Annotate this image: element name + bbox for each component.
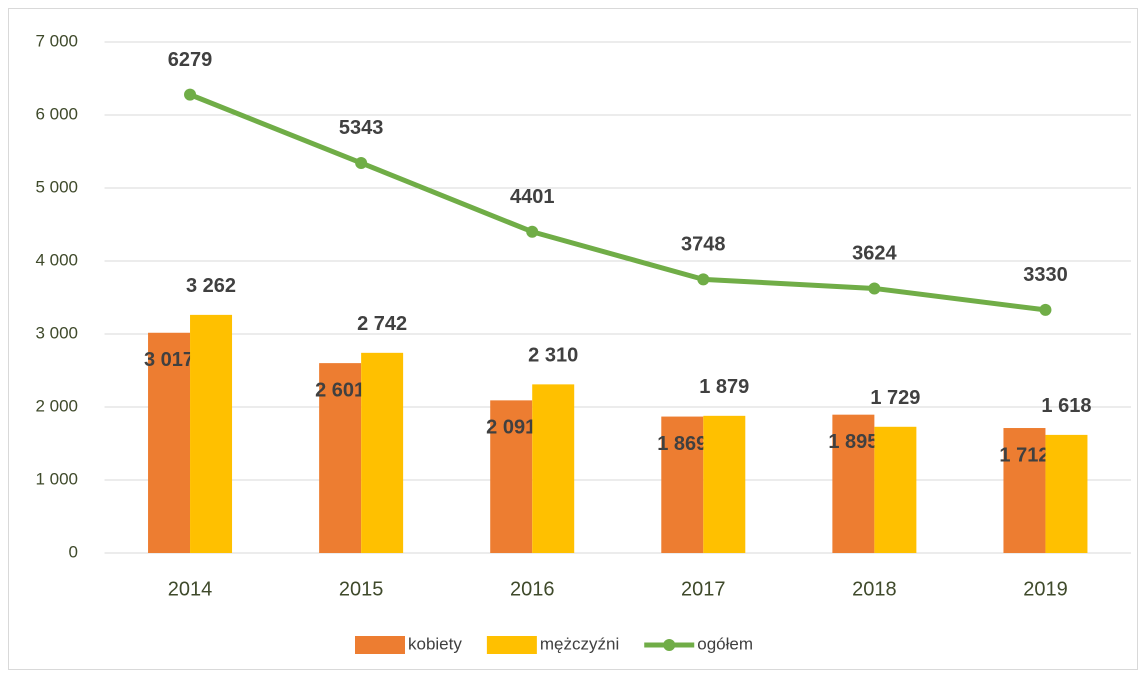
data-label: 2 091 xyxy=(486,417,536,439)
bar xyxy=(1045,434,1088,553)
y-tick-label: 5 000 xyxy=(35,177,78,196)
y-tick-label: 4 000 xyxy=(35,250,78,269)
bar xyxy=(661,416,704,553)
data-label: 1 712 xyxy=(999,444,1049,466)
bar xyxy=(874,426,917,553)
x-tick-label: 2018 xyxy=(852,578,897,600)
y-tick-label: 3 000 xyxy=(35,323,78,342)
x-tick-label: 2014 xyxy=(168,578,213,600)
data-label: 5343 xyxy=(339,117,384,139)
line-point xyxy=(697,273,710,286)
data-label: 1 895 xyxy=(828,431,878,453)
data-label: 1 618 xyxy=(1041,395,1091,417)
legend-swatch xyxy=(486,636,537,654)
x-tick-label: 2016 xyxy=(510,578,555,600)
y-tick-label: 6 000 xyxy=(35,104,78,123)
x-tick-label: 2019 xyxy=(1023,578,1068,600)
bar xyxy=(532,384,575,553)
bar xyxy=(1003,428,1046,553)
line-point xyxy=(526,225,539,238)
y-tick-label: 7 000 xyxy=(35,31,78,50)
bar xyxy=(703,415,746,553)
line-point xyxy=(868,282,881,295)
bar xyxy=(190,314,233,553)
line-point xyxy=(355,156,368,169)
bar xyxy=(148,332,191,553)
legend-marker xyxy=(663,639,676,651)
bar xyxy=(490,400,533,553)
data-label: 3748 xyxy=(681,234,726,256)
legend-swatch xyxy=(355,636,405,654)
data-label: 3624 xyxy=(852,243,897,265)
y-tick-label: 2 000 xyxy=(35,396,78,415)
bar xyxy=(361,352,404,553)
data-label: 2 601 xyxy=(315,379,365,401)
x-tick-label: 2015 xyxy=(339,578,384,600)
legend-label: mężczyźni xyxy=(540,634,619,653)
line xyxy=(189,92,1046,313)
data-label: 2 310 xyxy=(528,345,578,367)
bar xyxy=(319,363,362,553)
data-label: 1 729 xyxy=(870,387,920,409)
legend-label: kobiety xyxy=(408,634,462,653)
data-label: 4401 xyxy=(510,186,555,208)
y-tick-label: 1 000 xyxy=(35,469,78,488)
legend-label: ogółem xyxy=(697,634,753,653)
data-label: 3330 xyxy=(1023,264,1068,286)
line-point xyxy=(1039,303,1052,316)
x-tick-label: 2017 xyxy=(681,578,726,600)
data-label: 6279 xyxy=(168,49,213,71)
y-tick-label: 0 xyxy=(69,542,78,561)
data-label: 3 262 xyxy=(186,275,236,297)
data-label: 2 742 xyxy=(357,313,407,335)
line-point xyxy=(184,88,197,101)
data-label: 1 869 xyxy=(657,433,707,455)
data-label: 3 017 xyxy=(144,349,194,371)
data-label: 1 879 xyxy=(699,376,749,398)
bar xyxy=(832,414,875,553)
